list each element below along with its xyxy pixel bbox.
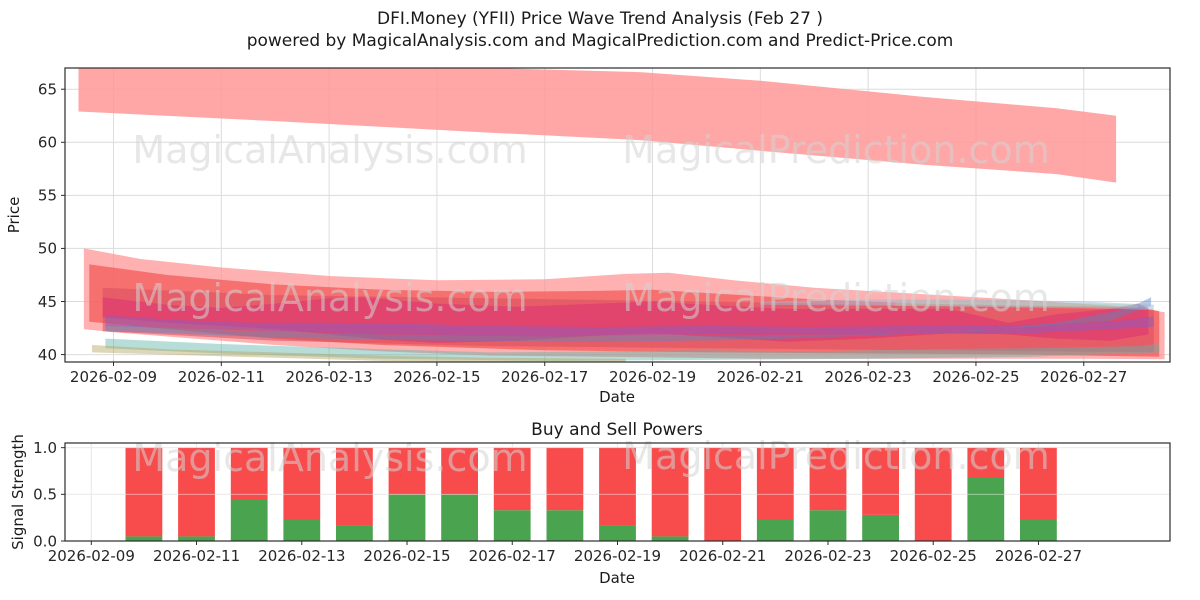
x-tick-label: 2026-02-15 — [393, 368, 480, 386]
buy-bar-2026-02-15 — [388, 494, 426, 541]
chart-title-line2: powered by MagicalAnalysis.com and Magic… — [246, 31, 954, 51]
signal-strength-axis-label: Signal Strength — [9, 434, 27, 550]
sell-bar-2026-02-21 — [704, 447, 742, 541]
x-tick-label: 2026-02-21 — [717, 368, 804, 386]
x-tick-label: 2026-02-27 — [995, 547, 1082, 565]
x-tick-label: 2026-02-19 — [609, 368, 696, 386]
y-tick-label: 40 — [38, 346, 57, 364]
sell-bar-2026-02-14 — [336, 447, 373, 526]
buy-bar-2026-02-12 — [230, 499, 268, 541]
sell-bar-2026-02-20 — [651, 447, 689, 537]
buy-bar-2026-02-18 — [546, 510, 584, 541]
x-tick-label: 2026-02-13 — [258, 547, 345, 565]
buy-bar-2026-02-19 — [599, 525, 636, 541]
y-tick-label: 0.0 — [33, 532, 57, 550]
buy-bar-2026-02-16 — [441, 494, 478, 541]
top-plot-border — [64, 67, 1171, 363]
x-tick-label: 2026-02-19 — [574, 547, 661, 565]
watermark-text: MagicalPrediction.com — [622, 128, 1050, 172]
buy-bar-2026-02-11 — [178, 536, 215, 541]
buy-bar-2026-02-20 — [651, 536, 689, 541]
price-band-upper-forecast-band — [78, 68, 1117, 183]
price-band-olive-band — [92, 345, 626, 362]
y-tick-label: 50 — [38, 240, 57, 258]
watermark-text: MagicalAnalysis.com — [132, 128, 527, 172]
x-tick-label: 2026-02-17 — [501, 368, 588, 386]
x-tick-label: 2026-02-09 — [48, 547, 135, 565]
sell-bar-2026-02-15 — [388, 447, 426, 495]
wave-bands — [78, 68, 1165, 362]
watermark-text: MagicalAnalysis.com — [132, 276, 527, 320]
y-tick-label: 0.5 — [33, 486, 57, 504]
sell-bar-2026-02-10 — [125, 447, 163, 537]
buy-sell-powers-title: Buy and Sell Powers — [531, 420, 703, 440]
sell-bar-2026-02-12 — [230, 447, 268, 499]
buy-bar-2026-02-10 — [125, 536, 163, 541]
y-tick-label: 65 — [38, 80, 57, 98]
sell-bar-2026-02-16 — [441, 447, 478, 495]
watermark-text: MagicalPrediction.com — [622, 276, 1050, 320]
buy-bar-2026-02-23 — [809, 510, 847, 541]
sell-bar-2026-02-13 — [283, 447, 321, 520]
sell-bar-2026-02-24 — [862, 447, 899, 515]
x-tick-label: 2026-02-27 — [1040, 368, 1127, 386]
sell-bar-2026-02-19 — [599, 447, 636, 526]
y-tick-label: 1.0 — [33, 439, 57, 457]
sell-bar-2026-02-23 — [809, 447, 847, 511]
x-tick-label: 2026-02-11 — [153, 547, 240, 565]
date-axis-label-top: Date — [599, 388, 635, 406]
x-tick-label: 2026-02-25 — [932, 368, 1019, 386]
y-tick-label: 45 — [38, 293, 57, 311]
date-axis-label-bottom: Date — [599, 569, 635, 587]
buy-bar-2026-02-27 — [1020, 519, 1057, 541]
sell-bar-2026-02-25 — [914, 447, 952, 541]
x-tick-label: 2026-02-23 — [784, 547, 871, 565]
sell-bar-2026-02-27 — [1020, 447, 1057, 520]
x-tick-label: 2026-02-15 — [363, 547, 450, 565]
price-axis-label: Price — [5, 196, 23, 234]
watermark-text: MagicalPrediction.com — [622, 434, 1050, 478]
x-tick-label: 2026-02-13 — [286, 368, 373, 386]
buy-bar-2026-02-22 — [756, 519, 794, 541]
x-tick-label: 2026-02-17 — [469, 547, 556, 565]
price-band-purple-band — [105, 315, 1154, 337]
x-tick-label: 2026-02-23 — [825, 368, 912, 386]
sell-bar-2026-02-11 — [178, 447, 215, 537]
x-tick-label: 2026-02-09 — [70, 368, 157, 386]
buy-bar-2026-02-24 — [862, 514, 899, 541]
buy-bar-2026-02-17 — [493, 510, 531, 541]
sell-bar-2026-02-18 — [546, 447, 584, 511]
chart-title-line1: DFI.Money (YFII) Price Wave Trend Analys… — [376, 9, 824, 29]
buy-bar-2026-02-13 — [283, 519, 321, 541]
sell-bar-2026-02-22 — [756, 447, 794, 520]
price-band-light-green-band — [895, 301, 1138, 308]
sell-bar-2026-02-26 — [967, 447, 1005, 478]
sell-bar-2026-02-17 — [493, 447, 531, 511]
price-band-teal-band — [105, 338, 1160, 361]
x-tick-label: 2026-02-21 — [679, 547, 766, 565]
price-wave-chart: MagicalAnalysis.com MagicalPrediction.com… — [38, 67, 1171, 386]
price-band-light-blue-band — [760, 299, 1154, 310]
buy-bar-2026-02-14 — [336, 525, 373, 541]
y-tick-label: 60 — [38, 134, 57, 152]
buy-sell-powers-chart: MagicalAnalysis.com MagicalPrediction.com… — [33, 434, 1171, 565]
buy-bar-2026-02-26 — [967, 477, 1005, 541]
y-tick-label: 55 — [38, 187, 57, 205]
x-tick-label: 2026-02-25 — [890, 547, 977, 565]
x-tick-label: 2026-02-11 — [178, 368, 265, 386]
